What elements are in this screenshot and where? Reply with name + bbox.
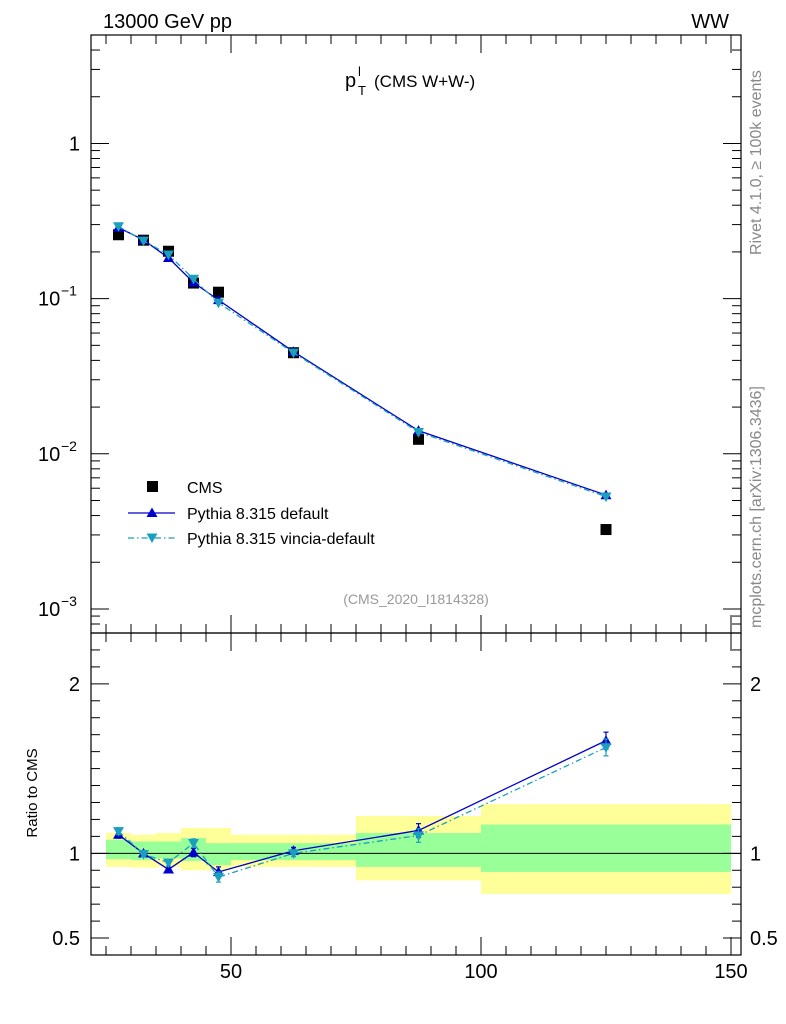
ratio-point-pythia-8-315-vincia-default-0	[113, 827, 124, 837]
chart-title-sub: T	[358, 83, 366, 98]
ratio-uncertainty-bands	[106, 804, 731, 894]
ratio-panel-frame	[90, 632, 742, 956]
main-ytick-label-exp-1: −2	[61, 438, 77, 454]
ratio-ytick-label-right-1: 1	[750, 843, 761, 865]
data-point-cms-6	[413, 433, 424, 445]
series-point-pythia-8-315-vincia-default-6	[413, 427, 424, 438]
ratio-panel: 0.5 0.5 1 1 2 2 50 100 150 Ratio to CMS	[24, 632, 778, 983]
header-process-label: WW	[691, 11, 729, 33]
main-ytick-label-exp-0: −3	[61, 593, 77, 609]
ratio-band-stat-4	[206, 843, 231, 866]
series-line-pythia-8-315-default	[118, 226, 607, 496]
main-y-tick-labels: 10 −310 −210 −11	[38, 133, 80, 621]
chart-title-rest: (CMS W+W-)	[374, 72, 475, 91]
ratio-ytick-label-right-0: 0.5	[750, 928, 778, 950]
x-tick-labels: 50 100 150	[220, 961, 748, 983]
legend-label-pythia-vincia: Pythia 8.315 vincia-default	[187, 531, 375, 548]
main-ytick-label-0: 10	[38, 599, 60, 621]
main-ytick-label-2: 10	[38, 289, 60, 311]
ratio-ytick-label-right-2: 2	[750, 674, 761, 696]
ratio-band-stat-2	[156, 841, 181, 859]
x-tick-label-1: 100	[464, 961, 497, 983]
ratio-y-tick-labels: 0.5 0.5 1 1 2 2	[52, 674, 778, 950]
data-point-cms-4	[213, 286, 224, 298]
header-energy-label: 13000 GeV pp	[103, 11, 232, 33]
ratio-point-pythia-8-315-vincia-default-2	[163, 858, 174, 869]
ratio-point-pythia-8-315-vincia-default-6	[413, 831, 424, 842]
main-ytick-label-1: 10	[38, 444, 60, 466]
x-tick-label-2: 150	[714, 961, 747, 983]
series-point-pythia-8-315-vincia-default-5	[288, 348, 299, 359]
ratio-band-stat-0	[106, 839, 131, 860]
ratio-axis-ticks	[91, 632, 741, 956]
main-ytick-label-3: 1	[69, 133, 80, 155]
data-point-cms-7	[600, 524, 612, 536]
ratio-point-pythia-8-315-default-3	[188, 846, 199, 857]
ratio-band-stat-7	[481, 824, 731, 872]
main-ytick-label-exp-2: −1	[61, 283, 77, 299]
legend-marker-pythia-vincia	[146, 533, 158, 543]
main-panel: 10 −310 −210 −11 p l T (CMS W+W-) (CMS_2020…	[38, 34, 742, 634]
ratio-ytick-label-left-0: 0.5	[52, 928, 80, 950]
ratio-y-axis-label: Ratio to CMS	[24, 748, 41, 837]
ratio-point-pythia-8-315-vincia-default-7	[600, 743, 612, 753]
legend-marker-pythia-default	[146, 507, 158, 517]
ratio-ytick-label-left-1: 1	[69, 843, 80, 865]
mcplots-info-text: mcplots.cern.ch [arXiv:1306.3436]	[748, 386, 765, 628]
series-line-pythia-8-315-vincia-default	[118, 225, 607, 498]
legend-marker-cms	[147, 481, 158, 492]
ratio-line-pythia-8-315-vincia-default	[118, 746, 607, 878]
ratio-ytick-label-left-2: 2	[69, 674, 80, 696]
series-point-pythia-8-315-vincia-default-1	[138, 236, 149, 247]
chart-title-sup: l	[358, 64, 361, 79]
series-point-pythia-8-315-vincia-default-2	[163, 250, 174, 261]
rivet-info-text: Rivet 4.1.0, ≥ 100k events	[748, 70, 765, 255]
data-point-cms-0	[113, 229, 124, 241]
series-point-pythia-8-315-vincia-default-3	[188, 274, 199, 285]
ratio-point-pythia-8-315-vincia-default-1	[138, 850, 149, 860]
series-point-pythia-8-315-vincia-default-0	[113, 222, 124, 232]
analysis-id-label: (CMS_2020_I1814328)	[343, 591, 489, 607]
ratio-point-pythia-8-315-default-2	[163, 863, 174, 874]
series-point-pythia-8-315-vincia-default-4	[213, 298, 224, 309]
legend-label-pythia-default: Pythia 8.315 default	[187, 506, 329, 523]
chart-title-p: p	[345, 70, 356, 92]
series-point-pythia-8-315-vincia-default-7	[600, 492, 612, 503]
ratio-series-layer	[113, 731, 612, 883]
x-tick-label-0: 50	[220, 961, 242, 983]
ratio-point-pythia-8-315-vincia-default-4	[213, 872, 224, 883]
legend: CMS Pythia 8.315 default Pythia 8.315 vi…	[128, 480, 375, 548]
ratio-point-pythia-8-315-vincia-default-5	[288, 849, 299, 859]
legend-label-cms: CMS	[187, 480, 223, 497]
main-series-layer	[113, 222, 612, 536]
ratio-point-pythia-8-315-vincia-default-3	[188, 839, 199, 849]
